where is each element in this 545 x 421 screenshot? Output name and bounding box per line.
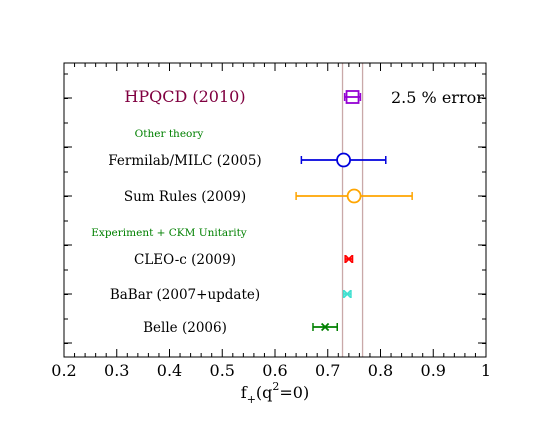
x-axis-label: f+(q2=0) <box>241 380 309 406</box>
data-point-4 <box>344 254 354 264</box>
section-label-1: Other theory <box>135 128 204 140</box>
row-label-1: HPQCD (2010) <box>124 87 245 106</box>
plot-frame <box>63 62 487 358</box>
x-axis-label-superscript: 2 <box>272 380 279 393</box>
data-point-1 <box>343 90 362 104</box>
row-label-5: BaBar (2007+update) <box>110 287 260 303</box>
x-tick-label: 0.3 <box>104 361 129 380</box>
x-marker <box>344 254 353 264</box>
row-label-2: Fermilab/MILC (2005) <box>108 153 261 169</box>
row-label-6: Belle (2006) <box>143 320 227 336</box>
data-point-5 <box>342 289 352 299</box>
error-band <box>341 63 364 357</box>
data-point-3 <box>295 188 413 204</box>
axis-ticks: 0.2 0.3 0.4 0.5 0.6 0.7 0.8 0.9 1 <box>51 63 491 380</box>
circle-marker <box>346 188 362 204</box>
x-tick-label: 1 <box>481 361 491 380</box>
x-axis-label-open: (q <box>256 383 272 402</box>
x-tick-label: 0.7 <box>315 361 340 380</box>
x-tick-label: 0.4 <box>157 361 182 380</box>
x-axis-label-subscript: + <box>247 393 256 406</box>
row-labels: HPQCD (2010) Fermilab/MILC (2005) Sum Rule… <box>91 87 261 336</box>
data-points <box>295 90 413 332</box>
circle-marker <box>336 152 351 168</box>
x-tick-label: 0.6 <box>262 361 287 380</box>
x-marker <box>320 322 330 332</box>
section-label-2: Experiment + CKM Unitarity <box>91 227 247 239</box>
x-tick-label: 0.9 <box>421 361 446 380</box>
x-marker <box>343 289 352 299</box>
x-axis-label-close: =0) <box>279 383 309 402</box>
data-point-6 <box>312 322 338 332</box>
x-tick-label: 0.5 <box>210 361 235 380</box>
row-label-3: Sum Rules (2009) <box>124 189 246 205</box>
x-tick-label: 0.2 <box>51 361 76 380</box>
x-tick-label: 0.8 <box>368 361 393 380</box>
square-marker <box>345 90 360 104</box>
data-point-2 <box>300 152 387 168</box>
row-label-4: CLEO-c (2009) <box>134 252 236 268</box>
x-axis-label-main: f <box>241 383 248 402</box>
band-label: 2.5 % error <box>391 88 484 107</box>
